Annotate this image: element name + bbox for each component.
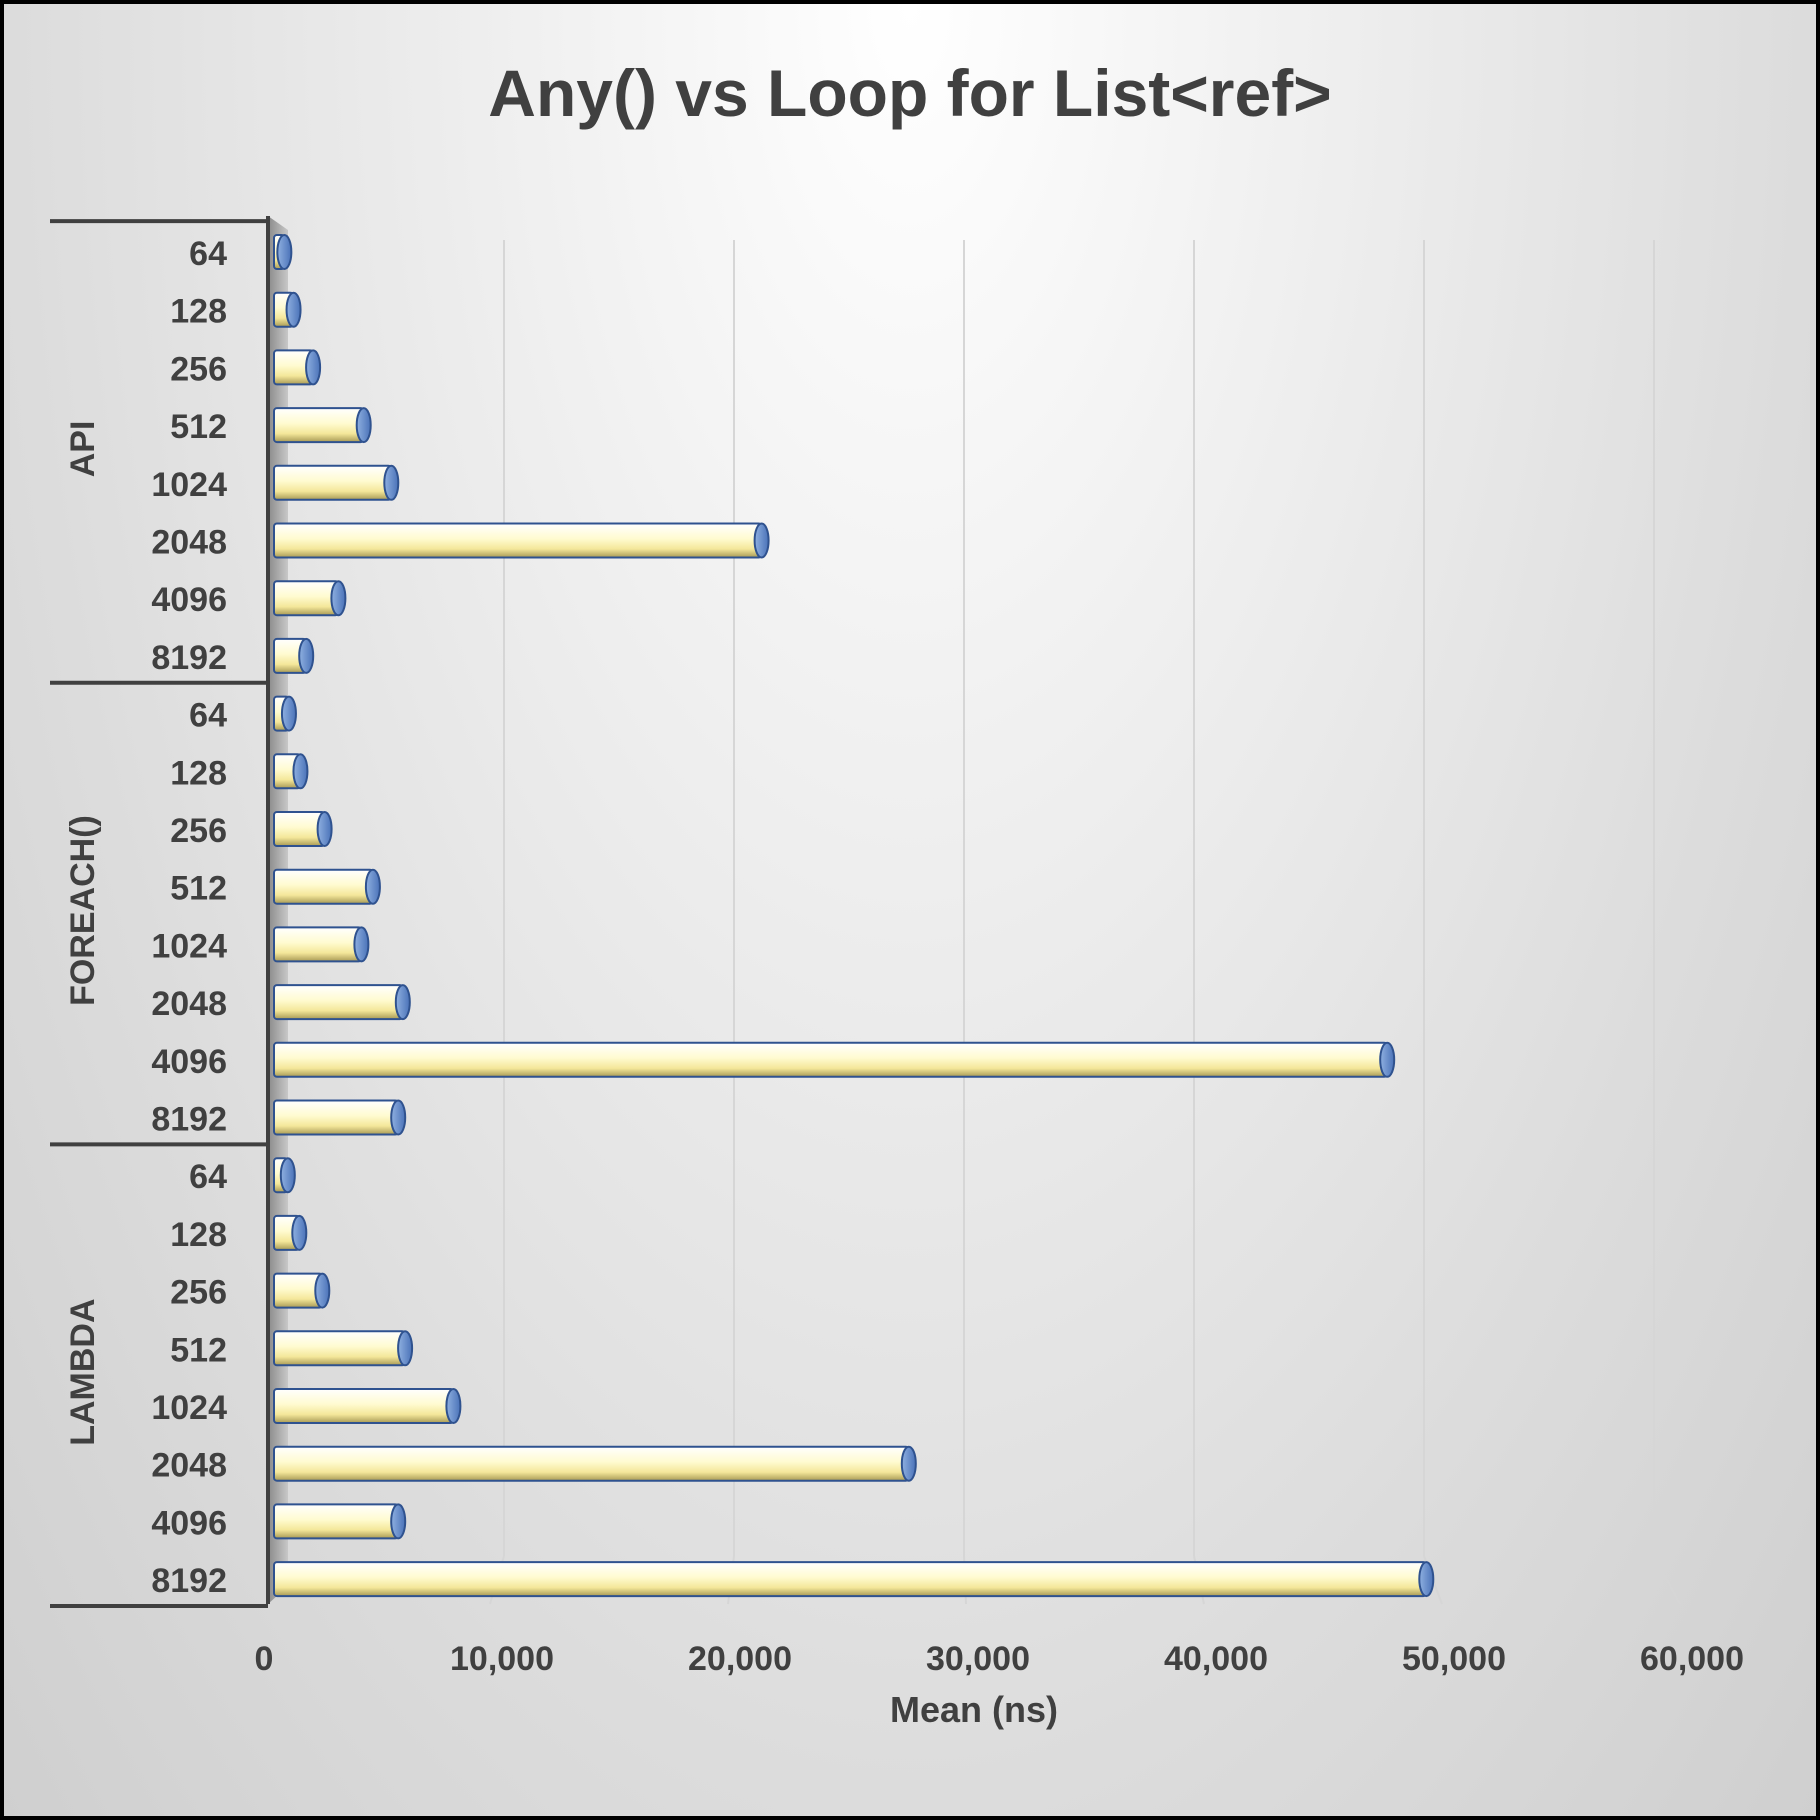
y-tick-label: 4096 xyxy=(151,581,227,619)
gridlines xyxy=(489,240,1681,1605)
bar xyxy=(273,464,393,501)
y-tick-label: 256 xyxy=(170,350,227,388)
bar-cap xyxy=(291,1214,308,1251)
bar xyxy=(273,1041,1389,1078)
bar-cap xyxy=(314,1272,331,1309)
chart-canvas: 0 10,000 20,000 30,000 40,000 50,000 60,000 64 1… xyxy=(50,56,1744,1730)
bar-cap xyxy=(285,291,302,328)
bar xyxy=(273,407,365,444)
y-tick-label: 128 xyxy=(170,1216,227,1254)
bar xyxy=(273,1099,400,1136)
bar-cap xyxy=(305,349,322,386)
bar-cap xyxy=(900,1445,917,1482)
bar-cap xyxy=(1418,1561,1435,1598)
bar-cap xyxy=(276,234,293,270)
y-tick-label: 512 xyxy=(170,870,227,908)
x-tick-label: 20,000 xyxy=(688,1640,792,1678)
bar-cap xyxy=(280,695,297,732)
y-tick-label: 8192 xyxy=(151,639,227,677)
y-tick-label: 2048 xyxy=(151,985,227,1023)
y-tick-label: 128 xyxy=(170,754,227,792)
y-tick-label: 64 xyxy=(189,235,227,273)
bar-cap xyxy=(445,1388,462,1424)
y-tick-label: 1024 xyxy=(151,927,227,965)
y-tick-label: 1024 xyxy=(151,1389,227,1427)
y-tick-label: 64 xyxy=(189,1158,227,1196)
group-label: API xyxy=(64,421,102,478)
bar xyxy=(273,522,763,559)
axes xyxy=(50,216,288,1608)
bar-cap xyxy=(394,984,411,1021)
bar-cap xyxy=(364,868,381,905)
bar xyxy=(273,1330,407,1367)
bar-cap xyxy=(330,580,347,617)
x-axis-title: Mean (ns) xyxy=(890,1689,1058,1730)
y-tick-label: 8192 xyxy=(151,1562,227,1600)
y-tick-label: 8192 xyxy=(151,1101,227,1139)
y-tick-label: 256 xyxy=(170,1274,227,1312)
x-tick-label: 40,000 xyxy=(1164,1640,1268,1678)
y-tick-label: 4096 xyxy=(151,1504,227,1542)
bar xyxy=(273,580,340,617)
chart-title: Any() vs Loop for List<ref> xyxy=(488,56,1331,130)
y-tick-label: 128 xyxy=(170,293,227,331)
bar xyxy=(273,1388,455,1424)
bar-cap xyxy=(353,926,370,963)
bar-cap xyxy=(390,1099,407,1136)
x-tick-label: 0 xyxy=(255,1640,274,1678)
y-tick-label: 2048 xyxy=(151,524,227,562)
bar-cap xyxy=(298,637,315,674)
bar-cap xyxy=(316,811,333,847)
bar-cap xyxy=(355,407,372,444)
bars xyxy=(273,234,1435,1598)
labels: 0 10,000 20,000 30,000 40,000 50,000 60,000 64 1… xyxy=(64,235,1744,1678)
bar xyxy=(273,984,404,1021)
x-tick-label: 60,000 xyxy=(1640,1640,1744,1678)
bar xyxy=(273,1445,910,1482)
bar xyxy=(273,1561,1428,1598)
x-tick-label: 10,000 xyxy=(450,1640,554,1678)
x-tick-label: 50,000 xyxy=(1402,1640,1506,1678)
y-tick-label: 256 xyxy=(170,812,227,850)
y-tick-label: 1024 xyxy=(151,466,227,504)
y-tick-label: 512 xyxy=(170,1331,227,1369)
y-tick-label: 2048 xyxy=(151,1447,227,1485)
side-wall xyxy=(268,216,288,1604)
bar-cap xyxy=(397,1330,414,1367)
gridline-floor xyxy=(1653,1555,1681,1605)
bar-cap xyxy=(753,522,770,559)
bar-cap xyxy=(383,464,400,501)
y-tick-label: 64 xyxy=(189,697,227,735)
bar-cap xyxy=(390,1503,407,1540)
bar xyxy=(273,1503,400,1540)
group-label: LAMBDA xyxy=(64,1298,102,1445)
y-tick-label: 4096 xyxy=(151,1043,227,1081)
bar-cap xyxy=(279,1157,296,1194)
x-tick-label: 30,000 xyxy=(926,1640,1030,1678)
y-tick-label: 512 xyxy=(170,408,227,446)
bar-cap xyxy=(1379,1041,1396,1078)
bar xyxy=(273,926,363,963)
bar-cap xyxy=(292,753,309,790)
group-label: FOREACH() xyxy=(64,815,102,1006)
bar xyxy=(273,868,374,905)
